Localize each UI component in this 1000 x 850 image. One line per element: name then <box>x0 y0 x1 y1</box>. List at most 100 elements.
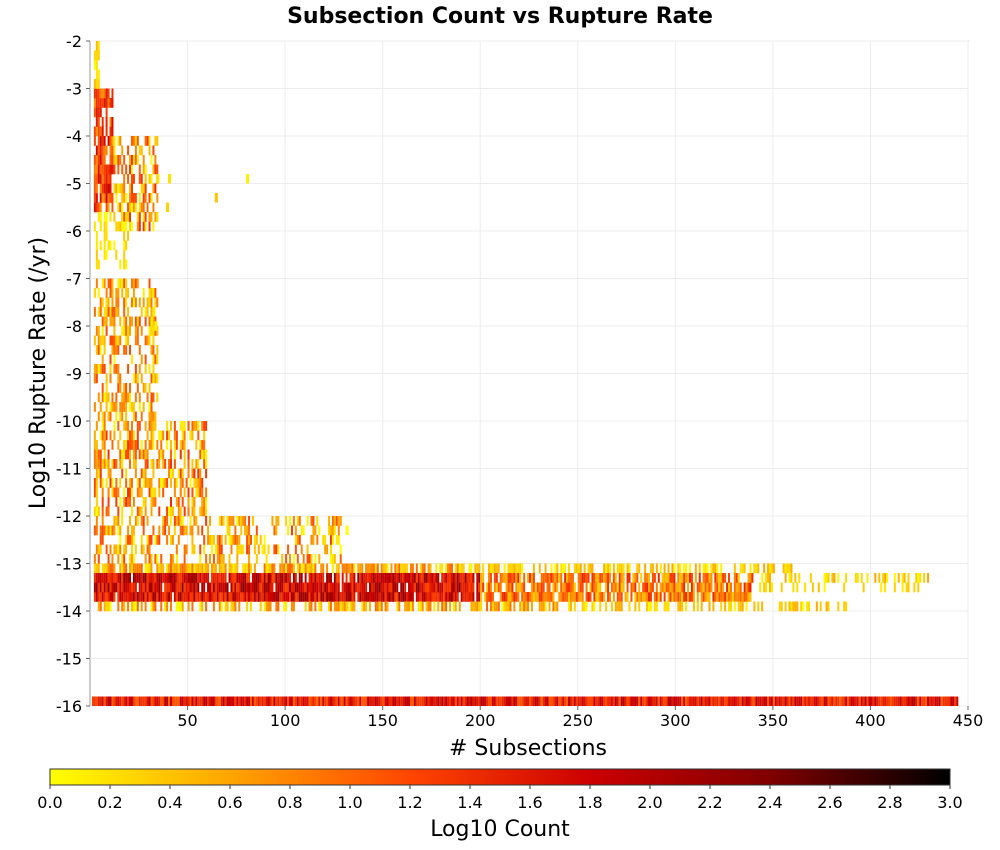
heatmap-cell <box>739 696 742 706</box>
heatmap-cell <box>341 563 344 574</box>
heatmap-cell <box>337 525 340 536</box>
heatmap-cell <box>105 107 108 118</box>
heatmap-cell <box>294 592 297 602</box>
heatmap-cell <box>171 468 174 479</box>
heatmap-cell <box>464 696 467 706</box>
heatmap-cell <box>134 696 137 706</box>
heatmap-cell <box>749 696 752 706</box>
heatmap-cell <box>173 478 176 488</box>
heatmap-cell <box>901 573 904 583</box>
heatmap-cell <box>903 696 906 706</box>
heatmap-cell <box>187 601 190 612</box>
heatmap-cell <box>129 402 132 412</box>
heatmap-cell <box>158 430 161 441</box>
heatmap-cell <box>843 696 846 706</box>
heatmap-cell <box>146 335 149 346</box>
heatmap-cell <box>93 373 96 384</box>
heatmap-cell <box>517 573 520 583</box>
heatmap-cell <box>353 696 356 706</box>
heatmap-cell <box>152 440 155 450</box>
heatmap-cell <box>529 592 531 602</box>
heatmap-cell <box>107 278 110 289</box>
heatmap-cell <box>191 506 194 517</box>
heatmap-cell <box>205 563 208 574</box>
heatmap-cell <box>150 174 153 184</box>
heatmap-cell <box>554 696 557 706</box>
heatmap-cell <box>605 573 608 583</box>
heatmap-cell <box>287 573 290 583</box>
heatmap-cell <box>263 582 266 593</box>
heatmap-cell <box>95 50 98 61</box>
heatmap-cell <box>687 582 690 593</box>
heatmap-cell <box>841 696 844 706</box>
heatmap-cell <box>907 573 910 583</box>
heatmap-cell <box>347 592 350 602</box>
heatmap-cell <box>154 592 157 602</box>
x-tick-label: 400 <box>855 711 886 730</box>
heatmap-cell <box>474 601 477 612</box>
heatmap-cell <box>150 297 153 308</box>
heatmap-cell <box>228 535 231 545</box>
colorbar-tick-label: 2.2 <box>697 793 722 812</box>
heatmap-cell <box>556 573 559 583</box>
heatmap-cell <box>398 563 401 574</box>
heatmap-cell <box>700 582 703 593</box>
heatmap-cell <box>370 573 373 583</box>
heatmap-cell <box>351 582 354 593</box>
heatmap-cell <box>148 582 151 593</box>
heatmap-cell <box>683 592 686 602</box>
heatmap-cell <box>390 592 393 602</box>
heatmap-cell <box>733 563 736 574</box>
heatmap-cell <box>166 535 169 545</box>
heatmap-cell <box>97 392 100 403</box>
heatmap-cell <box>111 392 114 403</box>
heatmap-cell <box>369 573 372 583</box>
heatmap-cell <box>394 563 397 574</box>
heatmap-cell <box>329 525 332 536</box>
heatmap-cell <box>610 601 613 612</box>
heatmap-cell <box>95 468 98 479</box>
heatmap-cell <box>294 525 297 536</box>
heatmap-cell <box>415 582 418 593</box>
heatmap-cell <box>651 573 654 583</box>
heatmap-cell <box>175 478 178 488</box>
y-tick-label: -8 <box>66 317 82 336</box>
colorbar-tick-label: 0.2 <box>97 793 122 812</box>
heatmap-cell <box>95 544 98 555</box>
heatmap-cell <box>150 212 153 222</box>
heatmap-cell <box>158 582 161 593</box>
heatmap-cell <box>419 592 422 602</box>
heatmap-cell <box>626 573 629 583</box>
heatmap-cell <box>109 592 112 602</box>
heatmap-cell <box>97 155 100 165</box>
heatmap-cell <box>644 582 647 593</box>
heatmap-cell <box>109 288 112 298</box>
heatmap-cell <box>183 459 186 469</box>
heatmap-cell <box>634 592 637 602</box>
heatmap-cell <box>138 582 141 593</box>
heatmap-cell <box>230 516 233 526</box>
heatmap-cell <box>119 202 122 213</box>
heatmap-cell <box>525 696 528 706</box>
heatmap-cell <box>117 573 120 583</box>
heatmap-cell <box>111 136 114 146</box>
heatmap-cell <box>138 563 141 574</box>
heatmap-cell <box>216 582 219 593</box>
heatmap-cell <box>179 573 182 583</box>
heatmap-cell <box>175 497 178 507</box>
heatmap-cell <box>281 696 284 706</box>
heatmap-cell <box>226 516 229 526</box>
heatmap-cell <box>441 582 444 593</box>
heatmap-cell <box>472 696 475 706</box>
heatmap-cell <box>636 573 639 583</box>
heatmap-cell <box>800 601 803 612</box>
heatmap-cell <box>169 582 172 593</box>
heatmap-cell <box>550 573 553 583</box>
heatmap-cell <box>218 554 221 564</box>
heatmap-cell <box>168 573 171 583</box>
heatmap-cell <box>140 183 143 194</box>
heatmap-cell <box>269 582 272 593</box>
heatmap-cell <box>423 696 426 706</box>
heatmap-cell <box>187 449 190 460</box>
heatmap-cell <box>333 516 336 526</box>
